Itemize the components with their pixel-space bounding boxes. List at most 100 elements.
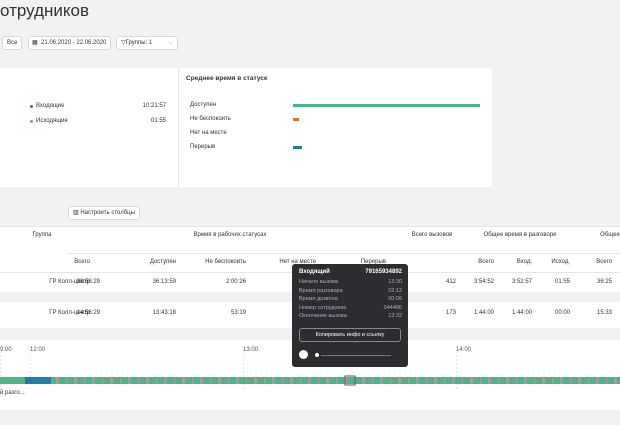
call-tick — [390, 377, 391, 384]
cell: 01:55 — [554, 279, 570, 285]
cell: 412 — [445, 279, 456, 285]
tip-label: Время дозвона — [299, 296, 338, 302]
column-header: Общее — [600, 232, 620, 238]
call-tick — [200, 377, 203, 384]
tip-label: Окончание вызова — [299, 313, 347, 319]
call-label: Исходящие — [36, 118, 68, 124]
table-border — [0, 226, 620, 227]
call-tick — [74, 377, 77, 384]
cell: 3:54:52 — [473, 279, 494, 285]
cell: 00:00 — [554, 310, 570, 316]
cell: 1:44:00 — [511, 310, 532, 316]
call-tick — [588, 377, 589, 384]
column-header: Всего вызовов — [411, 232, 453, 238]
tip-value: 044486 — [383, 304, 402, 311]
date-filter[interactable]: ▦ 21.06.2020 - 22.06.2020 — [28, 36, 112, 50]
call-tick — [102, 377, 103, 384]
call-tick — [470, 377, 473, 384]
column-subheader: Вход. — [516, 259, 532, 265]
cell: ГР Колл-центр — [49, 279, 90, 285]
call-tick — [272, 377, 275, 384]
status-bar — [293, 118, 299, 121]
column-header: Общее время в разговоре — [483, 232, 557, 238]
cell: 1:44:00 — [473, 310, 494, 316]
call-tick — [552, 377, 553, 384]
call-tick — [120, 377, 121, 384]
cell: 36:13:59 — [152, 279, 176, 285]
cell: ГР Колл-центр — [49, 310, 90, 316]
cell: 15:33 — [596, 310, 612, 316]
column-subheader: Нет на месте — [279, 259, 316, 265]
time-label: 13:00 — [243, 347, 259, 353]
call-tick — [506, 377, 509, 384]
call-tick — [192, 377, 193, 384]
call-tick — [398, 377, 401, 384]
call-tick — [228, 377, 229, 384]
call-tick — [444, 377, 445, 384]
status-bar — [293, 146, 303, 149]
call-tick — [66, 377, 67, 384]
column-subheader: Доступен — [149, 259, 176, 265]
call-tick — [578, 377, 581, 384]
call-tick — [408, 377, 409, 384]
call-tick — [210, 377, 211, 384]
summary-card — [0, 68, 492, 187]
cell: 36:25 — [596, 279, 612, 285]
tip-label: Начало вызова — [299, 279, 339, 285]
dot — [30, 120, 33, 123]
call-tick — [596, 377, 599, 384]
call-tick — [326, 377, 329, 384]
tip-value: 13:32 — [388, 313, 402, 319]
call-tick — [614, 377, 617, 384]
call-tick — [372, 377, 373, 384]
call-value: 01:55 — [150, 118, 166, 124]
call-tick — [434, 377, 437, 384]
cell: 53:19 — [230, 310, 246, 316]
call-tick — [498, 377, 499, 384]
call-tick — [218, 377, 221, 384]
filter-all[interactable]: Все — [2, 36, 23, 50]
call-value: 10:21:57 — [142, 103, 166, 109]
call-number: 79165934892 — [365, 269, 402, 275]
call-tick — [516, 377, 517, 384]
call-tick — [534, 377, 535, 384]
column-subheader: Всего — [74, 259, 90, 265]
timeline-svg: 9:00 12:00 13:00 14:00 й разго... — [0, 347, 620, 396]
column-header: Группа — [32, 232, 52, 238]
play-button — [299, 350, 308, 359]
call-tick — [416, 377, 419, 384]
call-tick — [146, 377, 149, 384]
divider — [178, 68, 179, 187]
column-subheader: Всего — [596, 259, 612, 265]
status-label: Не беспокоить — [190, 116, 231, 122]
cell: 38:56:29 — [76, 279, 100, 285]
page-title: отрудников — [0, 1, 89, 20]
tip-label: Время разговора — [299, 287, 343, 294]
call-tick — [570, 377, 571, 384]
call-tick — [264, 377, 265, 384]
call-tick — [182, 377, 185, 384]
call-tick — [84, 377, 85, 384]
call-tick — [156, 377, 157, 384]
time-label: 9:00 — [0, 347, 12, 353]
cell: 173 — [445, 310, 456, 316]
column-subheader: Исход. — [551, 259, 570, 265]
column-subheader: Всего — [478, 259, 494, 265]
copy-button[interactable]: Копировать инфо и ссылку — [299, 328, 401, 342]
columns-button[interactable]: ▥ Настроить столбцы — [68, 206, 140, 220]
call-tick — [56, 377, 59, 384]
call-tick — [254, 377, 257, 384]
status-title: Среднее время в статусе — [186, 75, 268, 82]
selected-call — [344, 375, 356, 386]
time-label: 12:00 — [30, 347, 46, 353]
call-tick — [308, 377, 311, 384]
date-text: 21.06.2020 - 22.06.2020 — [41, 40, 107, 46]
call-tick — [462, 377, 463, 384]
call-tick — [110, 377, 113, 384]
call-tick — [480, 377, 481, 384]
call-type: Входящий — [299, 269, 330, 275]
cell: 2:00:26 — [225, 279, 246, 285]
tip-value: 00:06 — [388, 296, 402, 302]
group-filter[interactable]: ▽Группы: 1 ⌵ — [116, 36, 178, 50]
call-tick — [246, 377, 247, 384]
